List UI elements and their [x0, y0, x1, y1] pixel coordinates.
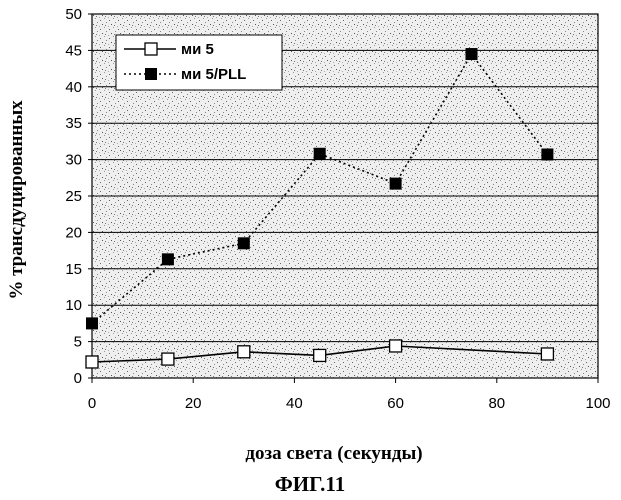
x-tick-label-3: 60	[387, 395, 404, 412]
series-1-point-4	[390, 178, 402, 190]
x-tick-label-2: 40	[286, 395, 303, 412]
series-0-point-4	[390, 340, 402, 352]
legend-marker-mi5pll	[145, 68, 157, 80]
series-0-point-3	[314, 349, 326, 361]
series-1-point-3	[314, 148, 326, 160]
series-0-point-2	[238, 346, 250, 358]
x-tick-label-5: 100	[585, 395, 610, 412]
y-tick-label-6: 30	[65, 152, 82, 169]
y-tick-label-4: 20	[65, 224, 82, 241]
y-tick-label-7: 35	[65, 115, 82, 132]
y-tick-label-1: 5	[74, 334, 82, 351]
series-1-point-1	[162, 253, 174, 265]
series-1-point-0	[86, 317, 98, 329]
x-tick-label-0: 0	[88, 395, 96, 412]
figure-label: ФИГ.11	[275, 472, 345, 496]
series-1-point-6	[541, 149, 553, 161]
series-0-point-5	[541, 348, 553, 360]
series-0-point-1	[162, 353, 174, 365]
y-tick-label-8: 40	[65, 79, 82, 96]
y-tick-label-2: 10	[65, 297, 82, 314]
y-axis-label: % трансдуцированных	[6, 100, 27, 300]
series-0-point-0	[86, 356, 98, 368]
x-tick-labels: 0 20 40 60 80 100	[88, 378, 611, 412]
series-1-point-2	[238, 237, 250, 249]
legend: ми 5 ми 5/PLL	[116, 35, 282, 90]
series-1-point-5	[466, 48, 478, 60]
y-tick-labels: 0 5 10 15 20 25 30 35 40 45 50	[65, 6, 92, 387]
y-tick-label-0: 0	[74, 370, 82, 387]
y-tick-label-10: 50	[65, 6, 82, 23]
legend-marker-mi5	[145, 43, 157, 55]
y-tick-label-3: 15	[65, 261, 82, 278]
y-tick-label-9: 45	[65, 42, 82, 59]
x-tick-label-4: 80	[488, 395, 505, 412]
legend-label-mi5pll: ми 5/PLL	[181, 66, 246, 83]
x-tick-label-1: 20	[185, 395, 202, 412]
legend-label-mi5: ми 5	[181, 41, 214, 58]
y-tick-label-5: 25	[65, 188, 82, 205]
x-axis-label: доза света (секунды)	[245, 443, 422, 464]
